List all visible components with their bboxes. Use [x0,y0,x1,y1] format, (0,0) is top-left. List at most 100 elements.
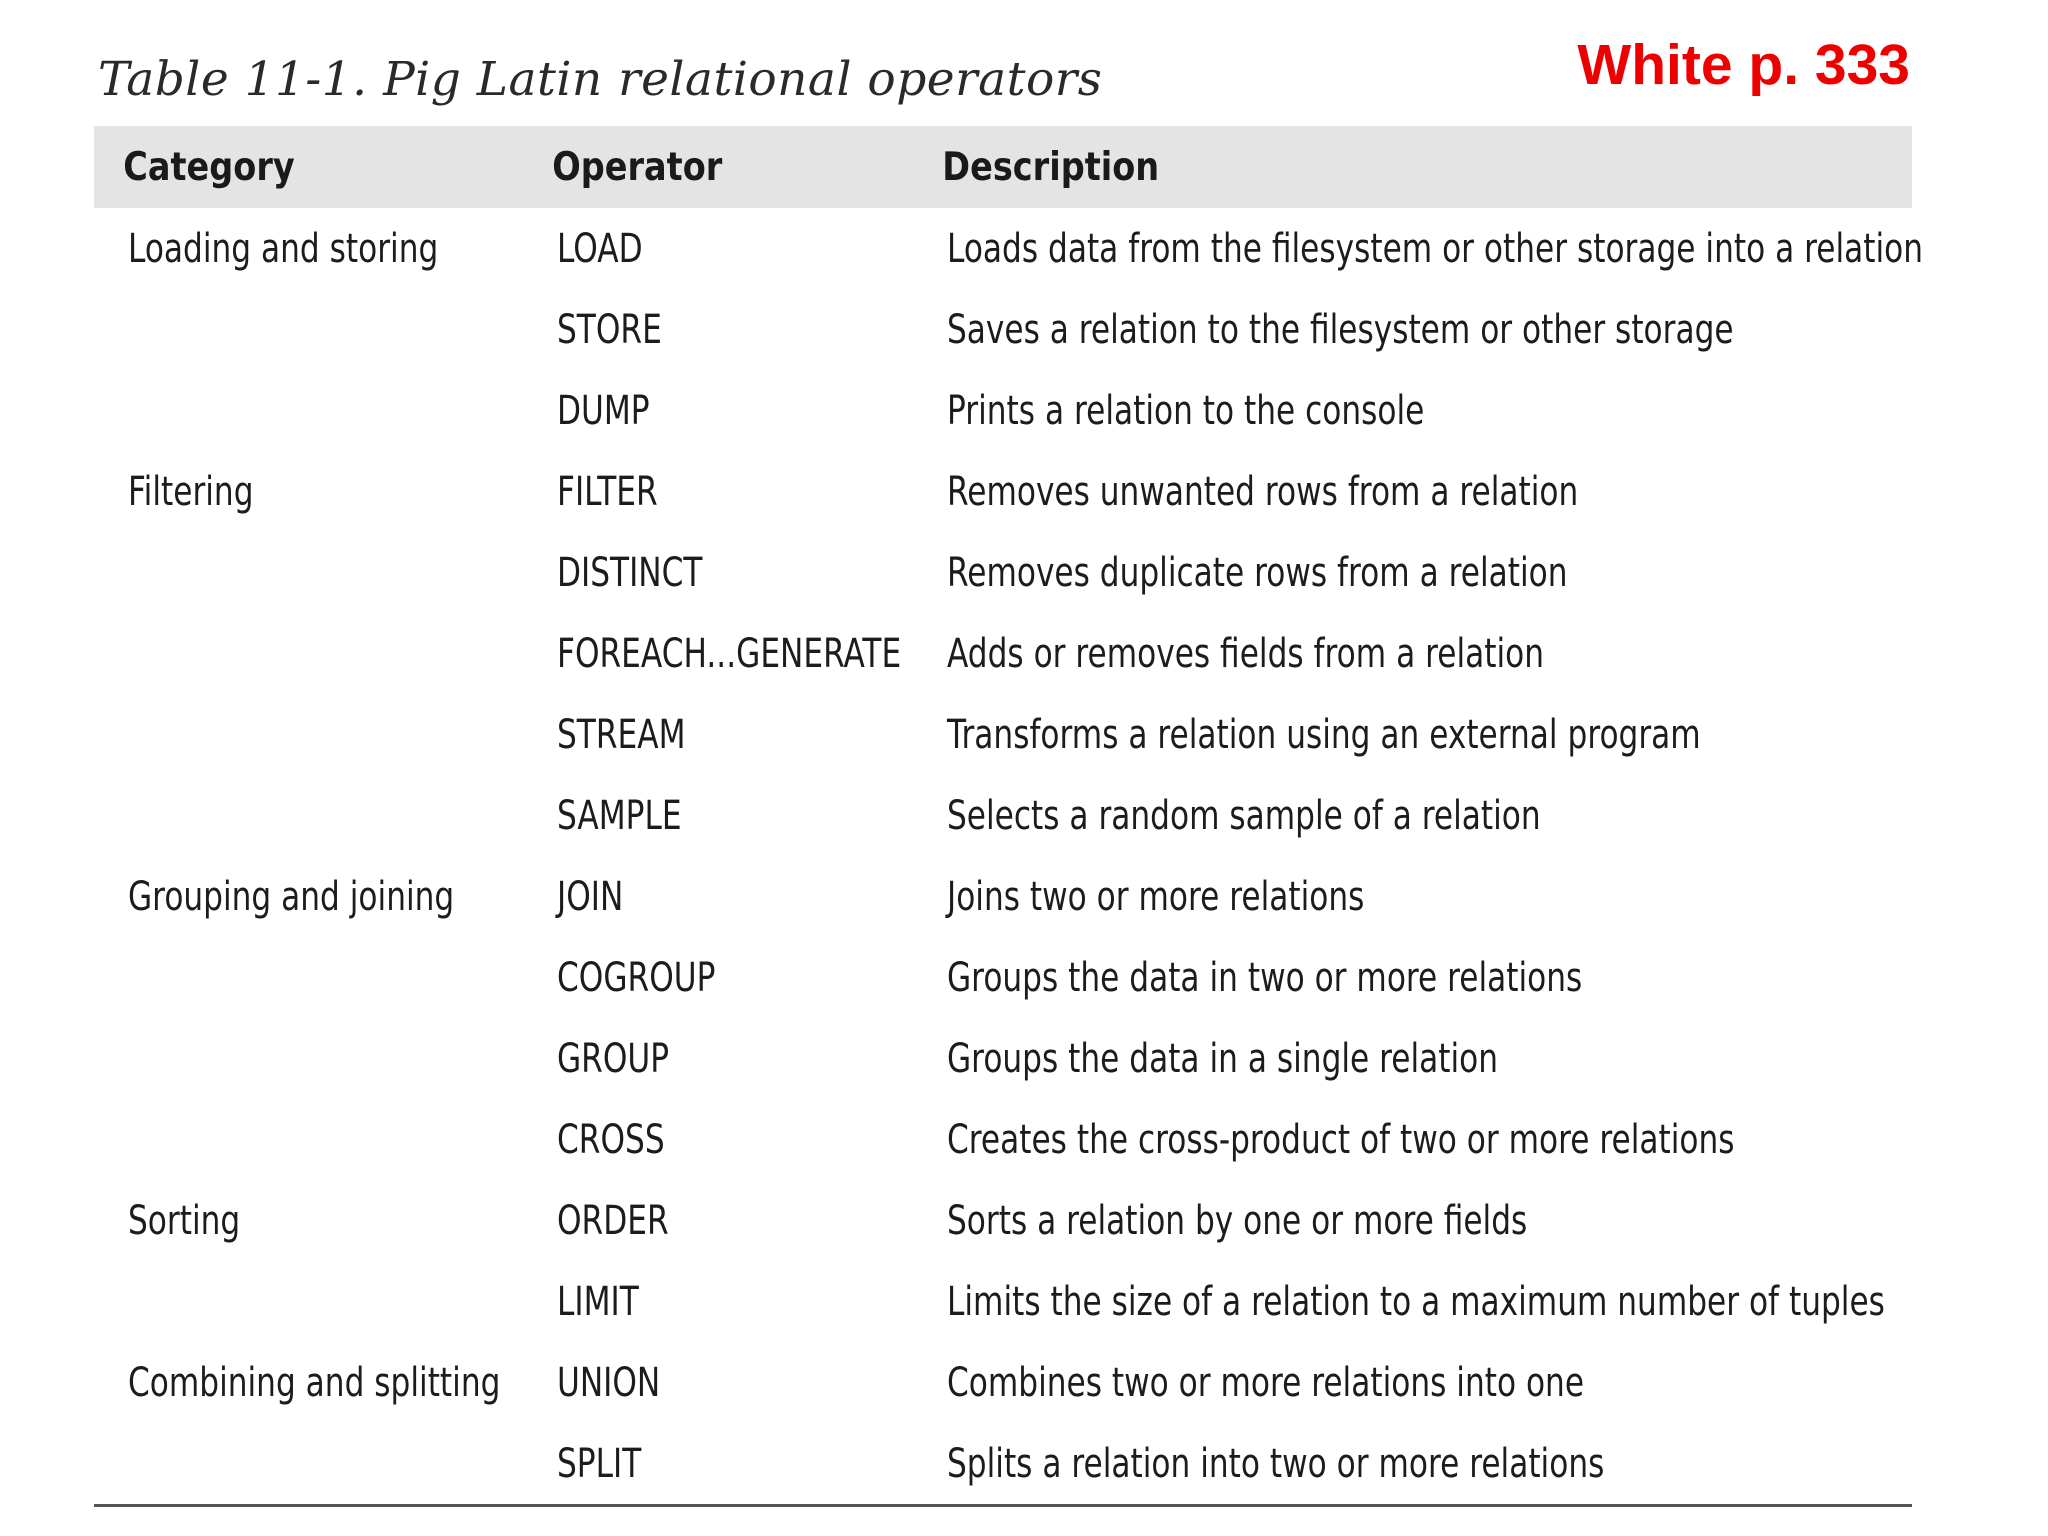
header-row: Category Operator Description [94,126,1912,208]
table-row: CROSS Creates the cross-product of two o… [94,1099,1912,1180]
operator-text: STORE [557,306,662,353]
category-text: Grouping and joining [128,873,455,920]
operator-text: DISTINCT [557,549,703,596]
category-cell: Grouping and joining [94,856,523,937]
description-cell: Splits a relation into two or more relat… [913,1423,1912,1507]
description-cell: Loads data from the filesystem or other … [913,208,1923,289]
description-cell: Removes duplicate rows from a relation [913,532,1912,613]
table-row: GROUP Groups the data in a single relati… [94,1018,1912,1099]
category-cell [94,694,523,775]
operator-text: DUMP [557,387,650,434]
description-text: Removes duplicate rows from a relation [947,549,1568,596]
description-cell: Selects a random sample of a relation [913,775,1912,856]
page-reference: White p. 333 [1577,33,1910,97]
table-row: DISTINCT Removes duplicate rows from a r… [94,532,1912,613]
operator-text: GROUP [557,1035,670,1082]
table-row: Filtering FILTER Removes unwanted rows f… [94,451,1912,532]
description-cell: Joins two or more relations [913,856,1912,937]
table-row: Sorting ORDER Sorts a relation by one or… [94,1180,1912,1261]
category-cell [94,1261,523,1342]
table-header: Category Operator Description [94,126,1912,208]
table-body: Loading and storing LOAD Loads data from… [94,208,1923,1507]
description-text: Prints a relation to the console [947,387,1425,434]
description-text: Loads data from the filesystem or other … [947,225,1924,272]
description-text: Combines two or more relations into one [947,1359,1585,1406]
description-cell: Combines two or more relations into one [913,1342,1912,1423]
description-cell: Adds or removes fields from a relation [913,613,1912,694]
category-cell [94,937,523,1018]
description-cell: Saves a relation to the filesystem or ot… [913,289,1912,370]
table-row: Combining and splitting UNION Combines t… [94,1342,1912,1423]
operator-cell: DUMP [523,370,913,451]
operator-cell: LIMIT [523,1261,913,1342]
category-cell: Loading and storing [94,208,523,289]
operator-cell: DISTINCT [523,532,913,613]
description-text: Joins two or more relations [947,873,1365,920]
operator-cell: CROSS [523,1099,913,1180]
table-row: Loading and storing LOAD Loads data from… [94,208,1923,289]
category-text: Filtering [128,468,254,515]
description-text: Adds or removes fields from a relation [947,630,1545,677]
operator-text: LOAD [557,225,643,272]
description-cell: Creates the cross-product of two or more… [913,1099,1912,1180]
description-cell: Groups the data in a single relation [913,1018,1912,1099]
description-text: Creates the cross-product of two or more… [947,1116,1735,1163]
operator-cell: SPLIT [523,1423,913,1507]
category-cell: Sorting [94,1180,523,1261]
operator-text: STREAM [557,711,686,758]
description-text: Saves a relation to the filesystem or ot… [947,306,1734,353]
header-operator: Operator [552,144,723,190]
operator-text: ORDER [557,1197,669,1244]
operator-text: FOREACH...GENERATE [557,630,902,677]
operator-text: COGROUP [557,954,716,1001]
category-cell: Filtering [94,451,523,532]
operator-cell: COGROUP [523,937,913,1018]
description-cell: Transforms a relation using an external … [913,694,1912,775]
table-row: STORE Saves a relation to the filesystem… [94,289,1912,370]
description-text: Selects a random sample of a relation [947,792,1541,839]
table-row: Grouping and joining JOIN Joins two or m… [94,856,1912,937]
category-text: Combining and splitting [128,1359,501,1406]
description-text: Transforms a relation using an external … [947,711,1701,758]
operator-text: SAMPLE [557,792,682,839]
category-cell [94,1099,523,1180]
operator-cell: UNION [523,1342,913,1423]
category-text: Sorting [128,1197,241,1244]
operator-text: LIMIT [557,1278,639,1325]
header-description: Description [942,144,1160,190]
table-row: FOREACH...GENERATE Adds or removes field… [94,613,1912,694]
description-cell: Groups the data in two or more relations [913,937,1912,1018]
category-cell [94,1423,523,1507]
table-row: SAMPLE Selects a random sample of a rela… [94,775,1912,856]
operator-text: SPLIT [557,1440,642,1487]
operator-cell: FOREACH...GENERATE [523,613,913,694]
operator-text: UNION [557,1359,661,1406]
category-cell [94,613,523,694]
table-row: STREAM Transforms a relation using an ex… [94,694,1912,775]
table-row: COGROUP Groups the data in two or more r… [94,937,1912,1018]
operator-cell: JOIN [523,856,913,937]
description-text: Removes unwanted rows from a relation [947,468,1579,515]
operators-table: Category Operator Description Loading an… [94,126,1923,1507]
operator-cell: STREAM [523,694,913,775]
category-cell [94,370,523,451]
category-cell [94,775,523,856]
operator-cell: SAMPLE [523,775,913,856]
description-text: Splits a relation into two or more relat… [947,1440,1605,1487]
operator-text: FILTER [557,468,658,515]
operator-text: JOIN [557,873,624,920]
category-cell [94,289,523,370]
category-cell: Combining and splitting [94,1342,523,1423]
description-text: Groups the data in a single relation [947,1035,1499,1082]
operator-cell: STORE [523,289,913,370]
description-text: Limits the size of a relation to a maxim… [947,1278,1885,1325]
operator-cell: LOAD [523,208,913,289]
description-cell: Removes unwanted rows from a relation [913,451,1912,532]
category-text: Loading and storing [128,225,439,272]
operator-cell: FILTER [523,451,913,532]
operator-cell: GROUP [523,1018,913,1099]
table-row: LIMIT Limits the size of a relation to a… [94,1261,1912,1342]
header-category: Category [123,144,295,190]
description-text: Sorts a relation by one or more fields [947,1197,1528,1244]
